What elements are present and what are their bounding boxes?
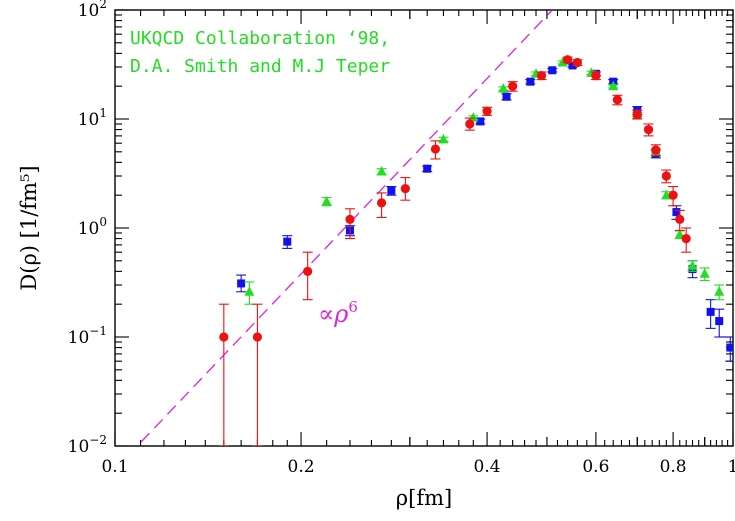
series-circle: [218, 55, 692, 446]
data-point-circle: [400, 183, 410, 194]
data-point-square: [423, 164, 432, 173]
y-tick-label: 101: [78, 106, 107, 130]
rho6-prefix: ∝: [318, 300, 334, 328]
data-point-square: [672, 208, 681, 217]
data-point-triangle: [674, 229, 685, 239]
data-point-circle: [632, 109, 642, 120]
y-tick-exp: 2: [99, 0, 107, 11]
x-tick-label: 0.1: [101, 457, 128, 477]
rho6-rho: ρ: [333, 300, 348, 328]
y-tick-label: 100: [78, 215, 107, 239]
y-tick-exp: −2: [89, 433, 107, 447]
series-triangle: [244, 56, 725, 305]
data-point-circle: [219, 332, 229, 342]
data-point-circle: [612, 95, 622, 105]
annotation-line-1: UKQCD Collaboration ‘98,: [130, 28, 390, 49]
y-tick-base: 10: [78, 110, 100, 130]
data-point-triangle: [376, 165, 387, 176]
data-point-triangle: [498, 83, 509, 93]
data-point-circle: [572, 57, 582, 68]
data-point-circle: [345, 214, 355, 224]
data-point-square: [548, 66, 557, 75]
data-point-square: [502, 92, 511, 101]
y-tick-base: 10: [78, 219, 100, 239]
rho6-exp: 6: [348, 298, 358, 316]
data-point-triangle: [699, 268, 710, 278]
data-point-circle: [651, 145, 661, 155]
x-tick-label: 0.2: [288, 457, 315, 477]
y-tick-exp: 0: [99, 215, 107, 229]
data-series: [218, 55, 733, 446]
rho6-label: ∝ρ6: [318, 298, 358, 328]
data-point-triangle: [714, 286, 725, 296]
annotation-line-2: D.A. Smith and M.J Teper: [130, 56, 390, 77]
data-point-circle: [675, 214, 685, 224]
data-point-circle: [668, 190, 678, 200]
data-point-circle: [430, 144, 441, 154]
data-point-square: [706, 307, 715, 316]
data-point-circle: [508, 81, 518, 91]
data-point-circle: [482, 106, 492, 116]
x-axis-title: ρ[fm]: [396, 486, 452, 510]
data-point-circle: [591, 71, 601, 81]
y-tick-base: 10: [68, 328, 90, 348]
data-point-circle: [661, 171, 671, 181]
axis-ticks: [114, 9, 734, 447]
y-axis-title: D(ρ) [1/fm⁵]: [17, 165, 41, 290]
y-tick-label: 10−2: [68, 433, 107, 457]
data-point-circle: [563, 55, 573, 65]
data-point-triangle: [557, 56, 568, 67]
data-point-triangle: [608, 80, 619, 91]
x-tick-label: 0.6: [582, 457, 609, 477]
y-tick-label: 102: [78, 0, 107, 21]
y-tick-exp: 1: [99, 106, 107, 120]
data-point-circle: [303, 266, 313, 276]
series-square: [236, 61, 733, 362]
data-point-square: [283, 237, 292, 246]
data-point-triangle: [244, 286, 255, 296]
data-point-circle: [465, 119, 475, 129]
data-point-triangle: [468, 112, 479, 122]
y-tick-base: 10: [78, 1, 100, 21]
data-point-square: [715, 317, 724, 326]
y-tick-base: 10: [68, 437, 90, 457]
data-point-circle: [536, 71, 547, 81]
data-point-circle: [681, 233, 691, 244]
y-tick-exp: −1: [89, 324, 107, 338]
data-point-square: [476, 117, 485, 126]
data-point-circle: [376, 198, 387, 208]
data-point-square: [726, 343, 733, 352]
data-point-circle: [643, 124, 654, 135]
data-point-triangle: [687, 260, 698, 270]
x-tick-label: 1: [728, 457, 735, 477]
x-tick-label: 0.4: [474, 457, 501, 477]
data-point-square: [526, 77, 535, 86]
rho6-guide-line: [136, 10, 553, 446]
y-tick-label: 10−1: [68, 324, 107, 348]
data-point-triangle: [321, 196, 332, 206]
data-point-triangle: [438, 133, 449, 144]
data-point-square: [237, 279, 246, 288]
x-tick-labels: 0.1 0.2 0.4 0.6 0.8 1: [101, 457, 735, 477]
data-point-square: [387, 186, 396, 195]
x-tick-label: 0.8: [660, 457, 687, 477]
data-point-circle: [252, 332, 263, 342]
